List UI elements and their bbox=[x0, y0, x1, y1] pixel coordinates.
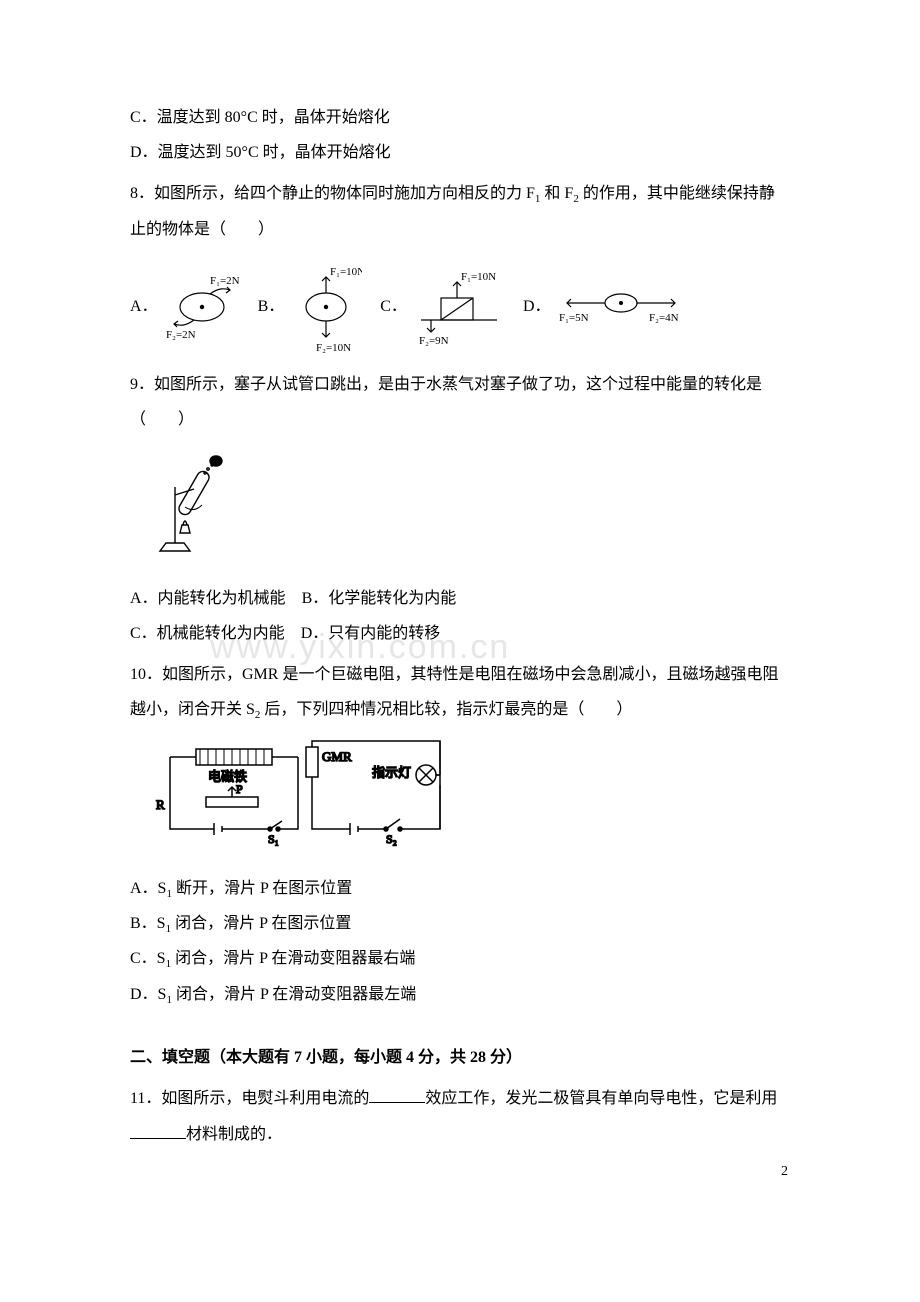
svg-text:指示灯: 指示灯 bbox=[372, 765, 411, 780]
q10-b-pre: B．S bbox=[130, 915, 166, 932]
section2-heading: 二、填空题（本大题有 7 小题，每小题 4 分，共 28 分） bbox=[130, 1040, 790, 1075]
q10-c-pre: C．S bbox=[130, 950, 166, 967]
svg-text:电磁铁: 电磁铁 bbox=[208, 769, 247, 784]
q7-option-c: C．温度达到 80°C 时，晶体开始熔化 bbox=[130, 100, 790, 135]
q11-p2: 效应工作，发光二极管具有单向导电性，它是利用 bbox=[425, 1090, 777, 1107]
svg-text:P: P bbox=[236, 782, 243, 796]
q8-figD-icon: F₁=5N F₂=4N bbox=[557, 289, 685, 325]
q10-c: C．S1 闭合，滑片 P 在滑动变阻器最右端 bbox=[130, 941, 790, 976]
q10-b: B．S1 闭合，滑片 P 在图示位置 bbox=[130, 906, 790, 941]
svg-text:S₂: S₂ bbox=[386, 832, 397, 846]
q8-figA-icon: F₁=2N F₂=2N bbox=[164, 272, 240, 342]
q10-a: A．S1 断开，滑片 P 在图示位置 bbox=[130, 871, 790, 906]
q9-ab: A．内能转化为机械能 B．化学能转化为内能 bbox=[130, 581, 790, 616]
page-number: 2 bbox=[781, 1157, 788, 1188]
svg-text:F₂=10N: F₂=10N bbox=[316, 342, 351, 353]
svg-text:F₁=10N: F₁=10N bbox=[461, 271, 496, 283]
svg-text:F₁=5N: F₁=5N bbox=[559, 312, 589, 324]
q8-optC-label: C． bbox=[380, 289, 407, 324]
main-content: C．温度达到 80°C 时，晶体开始熔化 D．温度达到 50°C 时，晶体开始熔… bbox=[130, 100, 790, 1152]
q9-c: C．机械能转化为内能 bbox=[130, 625, 285, 642]
svg-text:GMR: GMR bbox=[322, 749, 352, 764]
svg-text:F₁=10N: F₁=10N bbox=[330, 266, 362, 278]
q11-blank1 bbox=[369, 1087, 425, 1103]
q11-block: 11．如图所示，电熨斗利用电流的 效应工作，发光二极管具有单向导电性，它是利用材料… bbox=[130, 1081, 790, 1151]
q9-stem: 9．如图所示，塞子从试管口跳出，是由于水蒸气对塞子做了功，这个过程中能量的转化是… bbox=[130, 367, 790, 437]
q10-d-pre: D．S bbox=[130, 986, 166, 1003]
q9-tube-icon bbox=[150, 447, 240, 557]
q11-p1: 11．如图所示，电熨斗利用电流的 bbox=[130, 1090, 369, 1107]
q8-figC-icon: F₁=10N F₂=9N bbox=[413, 268, 505, 346]
q10-figure: R P S₁ 电磁铁 GMR bbox=[150, 737, 790, 860]
q10-a-pre: A．S bbox=[130, 880, 166, 897]
q9-figure bbox=[150, 447, 790, 570]
q9-d: D．只有内能的转移 bbox=[301, 625, 441, 642]
q8-optB-label: B． bbox=[258, 289, 285, 324]
q10-a-post: 断开，滑片 P 在图示位置 bbox=[172, 880, 352, 897]
svg-text:F₂=9N: F₂=9N bbox=[419, 335, 449, 346]
q8-optA-label: A． bbox=[130, 289, 158, 324]
q10-d: D．S1 闭合，滑片 P 在滑动变阻器最左端 bbox=[130, 977, 790, 1012]
q11-p3: 材料制成的． bbox=[186, 1126, 282, 1143]
q10-d-post: 闭合，滑片 P 在滑动变阻器最左端 bbox=[172, 986, 416, 1003]
q8-option-b: B． F₁=10N F₂=10N bbox=[258, 261, 363, 353]
q8-stem-part1: 8．如图所示，给四个静止的物体同时施加方向相反的力 F bbox=[130, 185, 535, 202]
q8-option-d: D． F₁=5N F₂=4N bbox=[523, 289, 685, 325]
q11-blank2 bbox=[130, 1123, 186, 1139]
q8-optD-label: D． bbox=[523, 289, 551, 324]
q8-option-a: A． F₁=2N F₂=2N bbox=[130, 272, 240, 342]
q10-b-post: 闭合，滑片 P 在图示位置 bbox=[171, 915, 351, 932]
q10-c-post: 闭合，滑片 P 在滑动变阻器最右端 bbox=[171, 950, 415, 967]
svg-text:F₁=2N: F₁=2N bbox=[210, 275, 240, 287]
q8-figB-icon: F₁=10N F₂=10N bbox=[290, 261, 362, 353]
svg-text:F₂=2N: F₂=2N bbox=[166, 329, 196, 341]
q10-stem-l2: 后，下列四种情况相比较，指示灯最亮的是（ ） bbox=[260, 701, 632, 718]
q9-cd: C．机械能转化为内能 D．只有内能的转移 bbox=[130, 616, 790, 651]
svg-text:S₁: S₁ bbox=[268, 832, 279, 846]
q9-b: B．化学能转化为内能 bbox=[302, 590, 457, 607]
q10-block: 10．如图所示，GMR 是一个巨磁电阻，其特性是电阻在磁场中会急剧减小，且磁场越… bbox=[130, 657, 790, 1012]
svg-text:R: R bbox=[156, 797, 165, 812]
q7-option-d: D．温度达到 50°C 时，晶体开始熔化 bbox=[130, 135, 790, 170]
q8-stem-part2: 和 F bbox=[540, 185, 573, 202]
q8-block: 8．如图所示，给四个静止的物体同时施加方向相反的力 F1 和 F2 的作用，其中… bbox=[130, 176, 790, 353]
q9-a: A．内能转化为机械能 bbox=[130, 590, 286, 607]
q8-option-c: C． F₁=10N F₂=9N bbox=[380, 268, 505, 346]
q9-block: 9．如图所示，塞子从试管口跳出，是由于水蒸气对塞子做了功，这个过程中能量的转化是… bbox=[130, 367, 790, 651]
q11-stem: 11．如图所示，电熨斗利用电流的 效应工作，发光二极管具有单向导电性，它是利用材料… bbox=[130, 1081, 790, 1151]
q10-circuit-icon: R P S₁ 电磁铁 GMR bbox=[150, 737, 450, 847]
q8-stem: 8．如图所示，给四个静止的物体同时施加方向相反的力 F1 和 F2 的作用，其中… bbox=[130, 176, 790, 247]
svg-text:F₂=4N: F₂=4N bbox=[649, 312, 679, 324]
q8-options-row: A． F₁=2N F₂=2N bbox=[130, 261, 790, 353]
q10-stem: 10．如图所示，GMR 是一个巨磁电阻，其特性是电阻在磁场中会急剧减小，且磁场越… bbox=[130, 657, 790, 728]
